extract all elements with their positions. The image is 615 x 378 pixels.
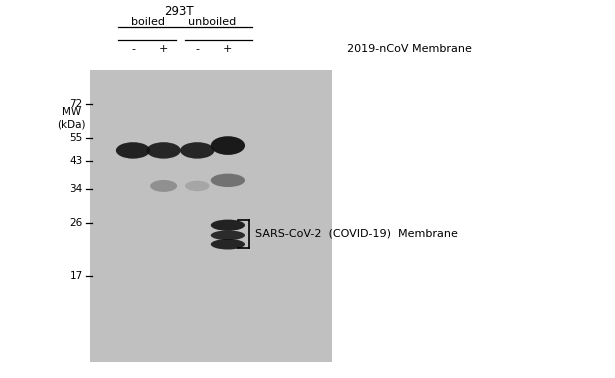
Text: SARS-CoV-2  (COVID-19)  Membrane: SARS-CoV-2 (COVID-19) Membrane: [255, 229, 458, 239]
Text: 293T: 293T: [164, 5, 194, 18]
Ellipse shape: [180, 142, 215, 159]
Text: 2019-nCoV Membrane: 2019-nCoV Membrane: [347, 45, 472, 54]
Ellipse shape: [211, 174, 245, 187]
Text: 43: 43: [69, 155, 83, 166]
Ellipse shape: [211, 136, 245, 155]
Ellipse shape: [211, 231, 245, 240]
Bar: [90, 70, 332, 362]
Ellipse shape: [146, 142, 181, 159]
Ellipse shape: [185, 181, 210, 191]
Ellipse shape: [211, 239, 245, 249]
Ellipse shape: [116, 142, 150, 159]
Text: 72: 72: [69, 99, 83, 110]
Text: +: +: [223, 45, 232, 54]
Text: +: +: [159, 45, 169, 54]
Text: 17: 17: [69, 271, 83, 281]
Text: boiled: boiled: [132, 17, 165, 27]
Text: unboiled: unboiled: [188, 17, 237, 27]
Ellipse shape: [150, 180, 177, 192]
Text: 34: 34: [69, 184, 83, 194]
Text: 55: 55: [69, 133, 83, 143]
Text: -: -: [196, 45, 199, 54]
Text: 26: 26: [69, 218, 83, 228]
Text: -: -: [131, 45, 135, 54]
Text: MW
(kDa): MW (kDa): [58, 107, 86, 129]
Ellipse shape: [211, 220, 245, 231]
